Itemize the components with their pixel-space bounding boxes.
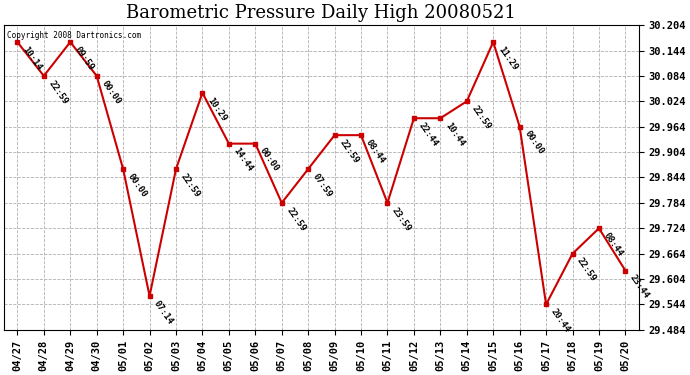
Text: 22:59: 22:59 [337, 138, 360, 165]
Text: 20:44: 20:44 [549, 307, 571, 334]
Text: 07:14: 07:14 [152, 299, 175, 326]
Text: 22:59: 22:59 [179, 172, 201, 199]
Text: 00:00: 00:00 [126, 172, 148, 199]
Text: 22:59: 22:59 [47, 79, 70, 106]
Text: 14:44: 14:44 [232, 146, 255, 174]
Text: 22:59: 22:59 [575, 256, 598, 284]
Title: Barometric Pressure Daily High 20080521: Barometric Pressure Daily High 20080521 [126, 4, 516, 22]
Text: 00:00: 00:00 [522, 129, 545, 157]
Text: 08:44: 08:44 [602, 231, 624, 258]
Text: 07:59: 07:59 [311, 172, 334, 199]
Text: 22:59: 22:59 [470, 104, 493, 131]
Text: 11:29: 11:29 [496, 45, 519, 72]
Text: 10:29: 10:29 [205, 96, 228, 123]
Text: 00:00: 00:00 [99, 79, 122, 106]
Text: 22:59: 22:59 [284, 206, 307, 233]
Text: Copyright 2008 Dartronics.com: Copyright 2008 Dartronics.com [8, 31, 141, 40]
Text: 23:59: 23:59 [391, 206, 413, 233]
Text: 00:00: 00:00 [258, 146, 281, 174]
Text: 10:44: 10:44 [443, 121, 466, 148]
Text: 10:14: 10:14 [20, 45, 43, 72]
Text: 09:59: 09:59 [73, 45, 96, 72]
Text: 08:44: 08:44 [364, 138, 386, 165]
Text: 23:44: 23:44 [628, 273, 651, 300]
Text: 22:44: 22:44 [417, 121, 440, 148]
